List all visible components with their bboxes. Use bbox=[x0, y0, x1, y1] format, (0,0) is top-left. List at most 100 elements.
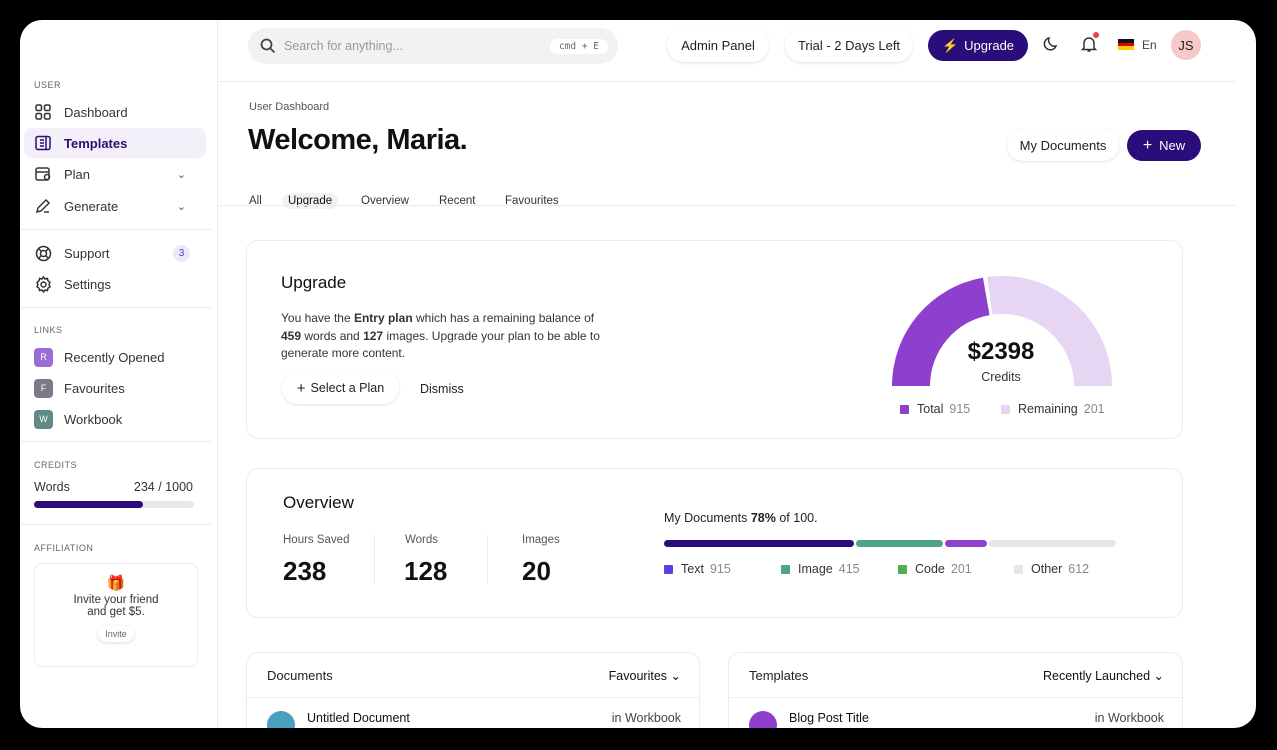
dark-mode-toggle[interactable] bbox=[1042, 35, 1060, 58]
upgrade-button[interactable]: ⚡ Upgrade bbox=[928, 30, 1028, 61]
new-button[interactable]: + New bbox=[1127, 130, 1201, 161]
gauge-total-arc bbox=[892, 277, 990, 386]
sidebar-item-settings[interactable]: Settings bbox=[24, 269, 206, 299]
stat-value: 238 bbox=[283, 556, 327, 586]
label: Select a Plan bbox=[310, 381, 385, 395]
legend-code: Code 201 bbox=[898, 562, 972, 576]
label: Plan bbox=[64, 166, 91, 182]
link-favourites[interactable]: F Favourites bbox=[24, 373, 206, 403]
stat-label: Images bbox=[522, 534, 560, 546]
divider bbox=[374, 535, 375, 583]
credits-label: Words bbox=[34, 480, 70, 494]
tab-favourites[interactable]: Favourites bbox=[505, 195, 559, 207]
legend-remaining: Remaining 201 bbox=[1001, 402, 1105, 416]
sidebar-item-templates[interactable]: Templates bbox=[24, 128, 206, 158]
search-input[interactable]: Search for anything... cmd + E bbox=[248, 28, 618, 64]
divider bbox=[20, 307, 212, 308]
moon-icon bbox=[1043, 36, 1058, 51]
sidebar-item-support[interactable]: Support 3 bbox=[24, 238, 206, 268]
credits-progress bbox=[34, 501, 194, 508]
legend-total: Total 915 bbox=[900, 402, 970, 416]
gift-icon: 🎁 bbox=[106, 575, 126, 592]
chevron-down-icon: ⌄ bbox=[670, 669, 681, 683]
sidebar: USER Dashboard Templates Plan ⌄ Generate ⌄… bbox=[20, 20, 218, 728]
invite-button[interactable]: Invite bbox=[98, 626, 134, 642]
documents-usage-text: My Documents 78% of 100. bbox=[664, 511, 818, 525]
legend-text: Text 915 bbox=[664, 562, 731, 576]
sidebar-item-generate[interactable]: Generate ⌄ bbox=[24, 191, 206, 221]
divider bbox=[729, 697, 1182, 698]
gauge-value: $2398 bbox=[967, 338, 1035, 365]
legend-swatch bbox=[898, 564, 907, 574]
lifebuoy-icon bbox=[34, 244, 52, 262]
chevron-down-icon: ⌄ bbox=[176, 168, 186, 181]
grid-icon bbox=[34, 103, 52, 121]
notifications-button[interactable] bbox=[1080, 32, 1099, 58]
legend-swatch bbox=[1014, 564, 1023, 574]
plus-icon: + bbox=[296, 379, 306, 397]
chevron-down-icon: ⌄ bbox=[176, 200, 186, 213]
credits-value: 234 / 1000 bbox=[133, 480, 193, 494]
sidebar-item-dashboard[interactable]: Dashboard bbox=[24, 97, 206, 127]
bar-segment-other bbox=[988, 540, 1116, 547]
link-initial: W bbox=[34, 409, 53, 429]
label: Support bbox=[64, 245, 110, 261]
card-title: Documents bbox=[267, 668, 333, 683]
stat-value: 20 bbox=[522, 556, 551, 586]
link-recently-opened[interactable]: R Recently Opened bbox=[24, 342, 206, 372]
tab-recent[interactable]: Recent bbox=[439, 195, 476, 207]
divider bbox=[20, 441, 212, 442]
chevron-down-icon: ⌄ bbox=[1153, 669, 1164, 683]
dismiss-button[interactable]: Dismiss bbox=[420, 382, 464, 396]
affiliation-card: 🎁 Invite your friend and get $5. Invite bbox=[34, 563, 198, 667]
link-initial: R bbox=[34, 347, 53, 367]
legend-swatch bbox=[900, 404, 909, 414]
affiliation-text: Invite your friend bbox=[73, 594, 159, 606]
link-initial: F bbox=[34, 378, 53, 398]
tab-all[interactable]: All bbox=[249, 195, 262, 207]
documents-filter-dropdown[interactable]: Favourites ⌄ bbox=[608, 669, 681, 683]
template-name[interactable]: Blog Post Title bbox=[789, 711, 869, 725]
trial-button[interactable]: Trial - 2 Days Left bbox=[785, 28, 913, 62]
notification-dot bbox=[1093, 32, 1099, 38]
select-plan-button[interactable]: + Select a Plan bbox=[282, 372, 399, 404]
link-workbook[interactable]: W Workbook bbox=[24, 404, 206, 434]
my-documents-button[interactable]: My Documents bbox=[1007, 129, 1119, 161]
card-title: Overview bbox=[283, 493, 354, 512]
tab-upgrade[interactable]: Upgrade bbox=[282, 193, 339, 209]
support-badge: 3 bbox=[173, 244, 190, 262]
divider bbox=[487, 535, 488, 583]
legend-other: Other 612 bbox=[1014, 562, 1089, 576]
language-selector[interactable]: En bbox=[1142, 38, 1157, 52]
upgrade-description: You have the Entry plan which has a rema… bbox=[281, 311, 600, 360]
search-placeholder: Search for anything... bbox=[284, 39, 403, 53]
sidebar-item-plan[interactable]: Plan ⌄ bbox=[24, 159, 206, 189]
tab-overview[interactable]: Overview bbox=[361, 195, 409, 207]
document-name[interactable]: Untitled Document bbox=[307, 711, 410, 725]
legend-swatch bbox=[781, 564, 790, 574]
divider bbox=[20, 524, 212, 525]
divider bbox=[218, 205, 1236, 206]
avatar[interactable]: JS bbox=[1171, 30, 1201, 60]
divider bbox=[218, 81, 1236, 82]
pencil-icon bbox=[34, 197, 52, 215]
credits-gauge bbox=[892, 276, 1112, 386]
overview-card: Overview Hours Saved 238 Words 128 Image… bbox=[246, 468, 1183, 618]
bar-segment-image bbox=[856, 540, 943, 547]
gauge-remaining-arc bbox=[987, 276, 1112, 386]
document-location: in Workbook bbox=[611, 711, 681, 725]
section-label-user: USER bbox=[34, 80, 62, 90]
card-title: Upgrade bbox=[281, 273, 347, 292]
page-title: Welcome, Maria. bbox=[248, 124, 468, 156]
gauge-label: Credits bbox=[981, 370, 1021, 384]
templates-filter-dropdown[interactable]: Recently Launched ⌄ bbox=[1043, 669, 1164, 683]
label: Generate bbox=[64, 198, 119, 214]
legend-swatch bbox=[1001, 404, 1010, 414]
shortcut-hint: cmd + E bbox=[549, 38, 608, 54]
search-icon bbox=[260, 38, 276, 54]
admin-panel-button[interactable]: Admin Panel bbox=[667, 28, 769, 62]
template-location: in Workbook bbox=[1094, 711, 1164, 725]
bell-icon bbox=[1080, 37, 1098, 52]
label: Favourites bbox=[64, 380, 125, 396]
section-label-affiliation: AFFILIATION bbox=[34, 543, 94, 553]
